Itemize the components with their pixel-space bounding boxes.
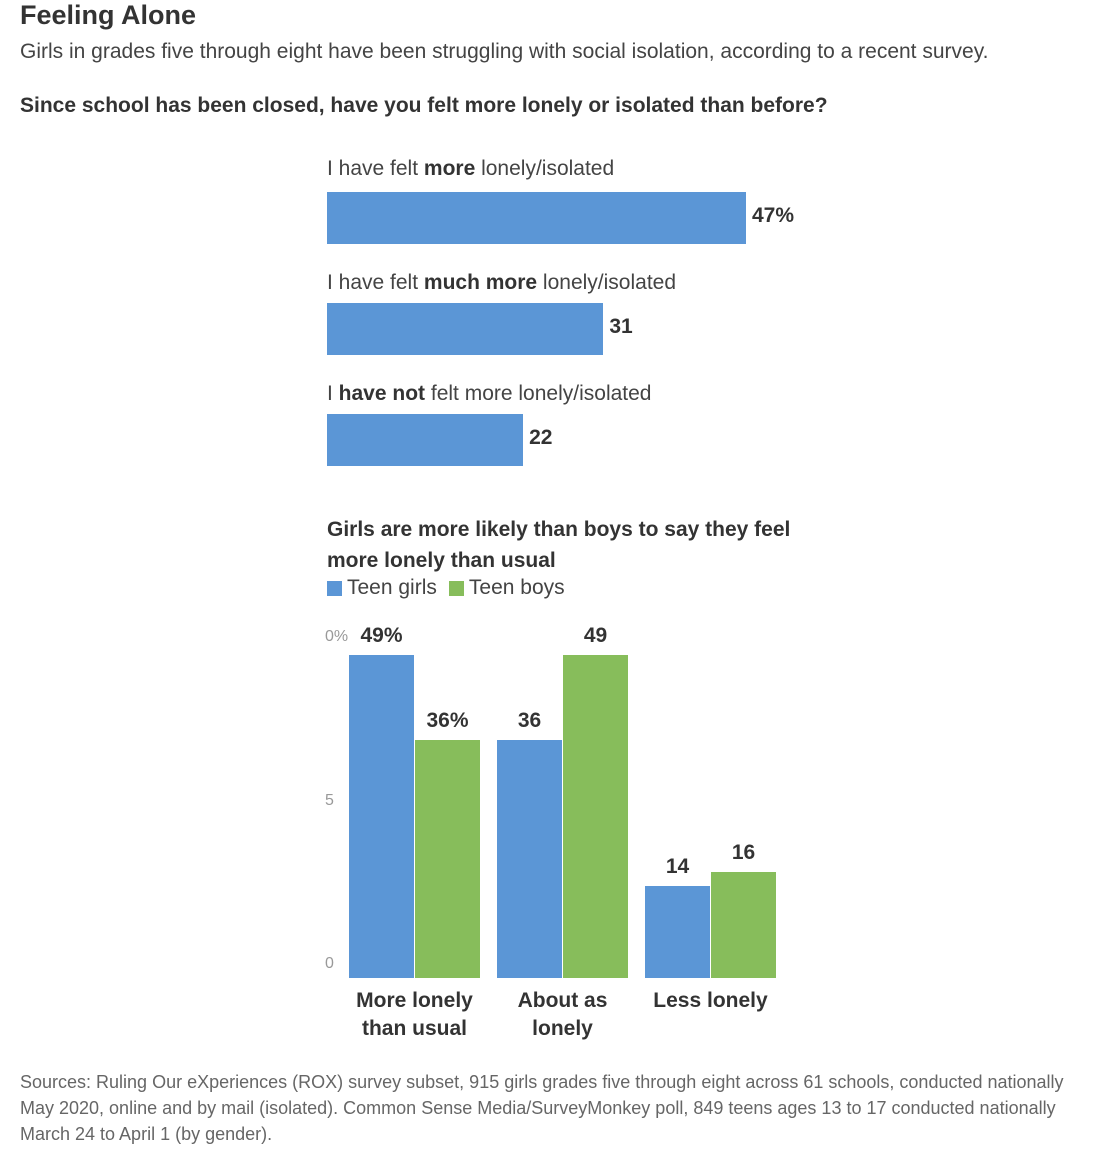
vbar-boys-2 <box>711 872 776 978</box>
hbar-label-0: I have felt more lonely/isolated <box>327 157 615 180</box>
chart-title: Feeling Alone <box>20 0 197 30</box>
legend-label-girls: Teen girls <box>347 576 437 599</box>
hbar-value-1: 31 <box>609 315 633 338</box>
y-tick-1: 5 <box>325 792 334 809</box>
y-tick-0: 0% <box>325 628 349 645</box>
x-label-1: About as lonely <box>517 989 608 1040</box>
legend-item-boys: Teen boys <box>448 576 565 600</box>
hbar-label-2: I have not felt more lonely/isolated <box>327 382 652 405</box>
x-label-2: Less lonely <box>653 989 768 1012</box>
vbar-girls-1 <box>497 740 562 978</box>
vbar-girls-0 <box>349 654 414 978</box>
survey-question: Since school has been closed, have you f… <box>20 94 828 117</box>
vbar-girls-2 <box>645 885 710 978</box>
vbar-value-boys-2: 16 <box>731 841 756 865</box>
hbar-0 <box>327 192 746 244</box>
vbar-value-girls-1: 36 <box>517 709 542 733</box>
hbar-value-0: 47% <box>752 204 795 227</box>
hbar-1 <box>327 303 604 355</box>
hbar-label-1: I have felt much more lonely/isolated <box>327 271 677 294</box>
vbar-value-boys-1: 49 <box>583 623 608 647</box>
legend: Teen girls Teen boys <box>327 576 577 600</box>
vbar-value-girls-0: 49% <box>360 623 403 647</box>
vbar-value-boys-0: 36% <box>426 709 469 733</box>
x-label-0: More lonely than usual <box>356 989 473 1040</box>
hbar-2 <box>327 414 524 466</box>
chart-subtitle: Girls in grades five through eight have … <box>20 40 989 63</box>
vbar-boys-0 <box>415 740 480 978</box>
legend-swatch-girls <box>327 580 342 596</box>
y-tick-2: 0 <box>325 955 334 972</box>
legend-item-girls: Teen girls <box>327 576 437 600</box>
vbar-value-girls-2: 14 <box>665 854 690 878</box>
legend-label-boys: Teen boys <box>468 576 565 599</box>
legend-swatch-boys <box>448 580 464 596</box>
vbar-boys-1 <box>563 654 628 978</box>
gender-chart-title: Girls are more likely than boys to say t… <box>327 518 791 572</box>
hbar-value-2: 22 <box>529 426 553 449</box>
sources-note: Sources: Ruling Our eXperiences (ROX) su… <box>20 1072 1064 1144</box>
